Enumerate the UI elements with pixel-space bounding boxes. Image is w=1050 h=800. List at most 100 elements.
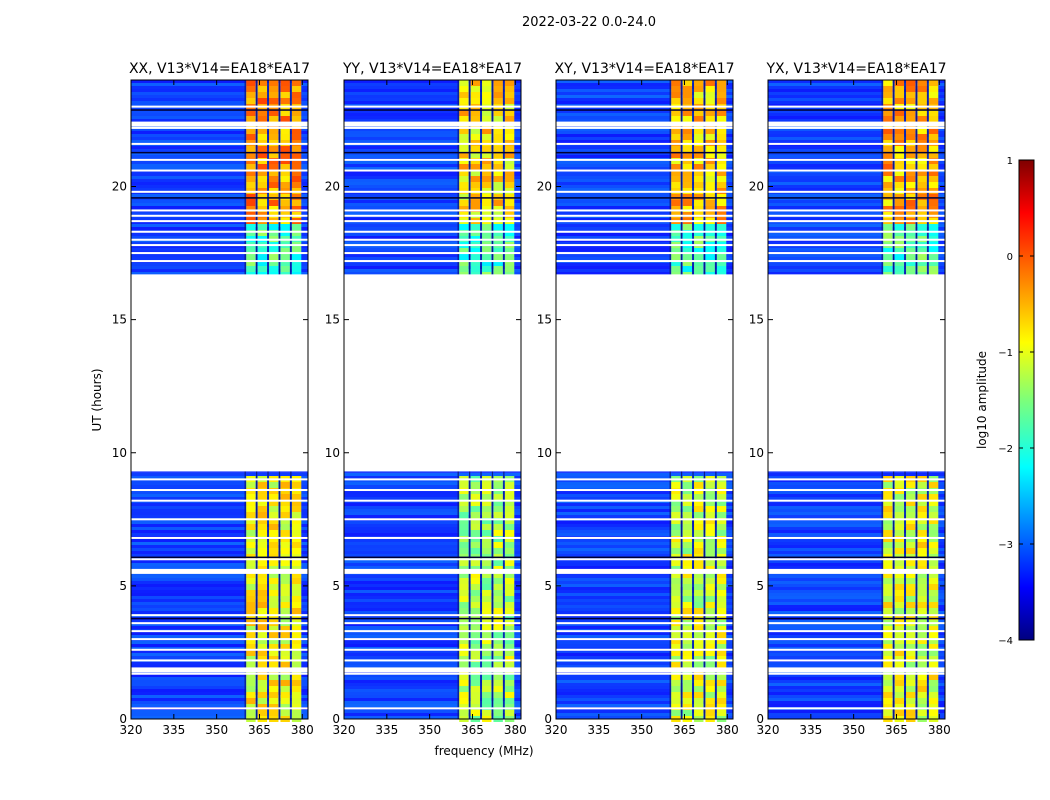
x-tick-label: 335 bbox=[375, 723, 398, 737]
rfi-cell bbox=[928, 644, 939, 650]
rfi-cell bbox=[246, 506, 256, 512]
rfi-cell bbox=[928, 170, 939, 176]
rfi-cell bbox=[917, 686, 927, 692]
rfi-cell bbox=[257, 260, 268, 266]
rfi-cell bbox=[928, 608, 939, 614]
rfi-cell bbox=[493, 704, 503, 710]
noise-row bbox=[131, 506, 308, 509]
rfi-cell bbox=[470, 674, 481, 680]
noise-row bbox=[768, 269, 945, 272]
noise-row bbox=[556, 149, 733, 152]
noise-row bbox=[344, 485, 521, 488]
rfi-cell bbox=[906, 170, 916, 176]
noise-row bbox=[556, 716, 733, 719]
noise-row bbox=[556, 476, 733, 479]
rfi-cell bbox=[459, 518, 469, 524]
rfi-cell bbox=[470, 560, 481, 566]
rfi-cell bbox=[459, 80, 469, 86]
noise-row bbox=[344, 146, 521, 149]
noise-row bbox=[131, 593, 308, 596]
rfi-cell bbox=[694, 512, 704, 518]
rfi-cell bbox=[917, 602, 927, 608]
noise-row bbox=[131, 665, 308, 668]
rfi-cell bbox=[504, 134, 515, 140]
rfi-cell bbox=[459, 524, 469, 530]
rfi-cell bbox=[280, 572, 290, 578]
rfi-cell bbox=[269, 134, 279, 140]
rfi-cell bbox=[917, 182, 927, 188]
rfi-cell bbox=[470, 134, 481, 140]
noise-row bbox=[556, 641, 733, 644]
flag-line bbox=[131, 238, 308, 241]
rfi-cell bbox=[682, 494, 693, 500]
noise-row bbox=[131, 152, 308, 155]
rfi-cell bbox=[694, 542, 704, 548]
rfi-cell bbox=[482, 98, 492, 104]
rfi-cell bbox=[269, 638, 279, 644]
rfi-cell bbox=[705, 194, 715, 200]
noise-row bbox=[768, 173, 945, 176]
noise-row bbox=[344, 680, 521, 683]
flag-line bbox=[768, 169, 945, 172]
noise-row bbox=[768, 692, 945, 695]
rfi-cell bbox=[716, 692, 727, 698]
flag-line bbox=[344, 614, 521, 617]
noise-row bbox=[768, 608, 945, 611]
flag-line bbox=[556, 648, 733, 651]
rfi-cell bbox=[493, 602, 503, 608]
noise-row bbox=[768, 212, 945, 215]
rfi-cell bbox=[682, 266, 693, 272]
flag-line bbox=[131, 630, 308, 633]
rfi-cell bbox=[269, 482, 279, 488]
rfi-cell bbox=[928, 254, 939, 260]
rfi-cell bbox=[493, 698, 503, 704]
noise-row bbox=[768, 548, 945, 551]
rfi-cell bbox=[269, 170, 279, 176]
colorbar-tick-label: −4 bbox=[998, 636, 1013, 647]
flag-line bbox=[556, 536, 733, 539]
rfi-cell bbox=[280, 542, 290, 548]
rfi-cell bbox=[280, 494, 290, 500]
noise-row bbox=[556, 266, 733, 269]
noise-row bbox=[344, 710, 521, 713]
rfi-cell bbox=[716, 512, 727, 518]
rfi-cell bbox=[894, 650, 905, 656]
rfi-cell bbox=[246, 626, 256, 632]
rfi-cell bbox=[906, 506, 916, 512]
rfi-cell bbox=[246, 602, 256, 608]
flag-line bbox=[556, 244, 733, 247]
noise-row bbox=[556, 512, 733, 515]
rfi-cell bbox=[257, 530, 268, 536]
rfi-cell bbox=[246, 134, 256, 140]
rfi-cell bbox=[716, 506, 727, 512]
x-tick-label: 320 bbox=[333, 723, 356, 737]
flag-line bbox=[344, 630, 521, 633]
noise-row bbox=[131, 698, 308, 701]
rfi-cell bbox=[470, 614, 481, 620]
flag-line bbox=[768, 209, 945, 212]
noise-row bbox=[131, 695, 308, 698]
rfi-cell bbox=[906, 608, 916, 614]
rfi-cell bbox=[459, 224, 469, 230]
rfi-cell bbox=[482, 80, 492, 86]
noise-row bbox=[768, 587, 945, 590]
rfi-cell bbox=[280, 644, 290, 650]
noise-row bbox=[556, 188, 733, 191]
noise-row bbox=[344, 128, 521, 131]
rfi-cell bbox=[470, 110, 481, 116]
rfi-cell bbox=[257, 590, 268, 596]
rfi-cell bbox=[246, 98, 256, 104]
rfi-cell bbox=[482, 530, 492, 536]
rfi-cell bbox=[928, 86, 939, 92]
colorbar-tick-label: 0 bbox=[1007, 252, 1013, 263]
noise-row bbox=[131, 674, 308, 677]
rfi-cell bbox=[917, 266, 927, 272]
rfi-cell bbox=[917, 536, 927, 542]
rfi-cell bbox=[257, 98, 268, 104]
rfi-cell bbox=[928, 200, 939, 206]
rfi-cell bbox=[671, 146, 681, 152]
rfi-cell bbox=[459, 608, 469, 614]
noise-row bbox=[556, 656, 733, 659]
rfi-cell bbox=[280, 698, 290, 704]
rfi-cell bbox=[705, 146, 715, 152]
